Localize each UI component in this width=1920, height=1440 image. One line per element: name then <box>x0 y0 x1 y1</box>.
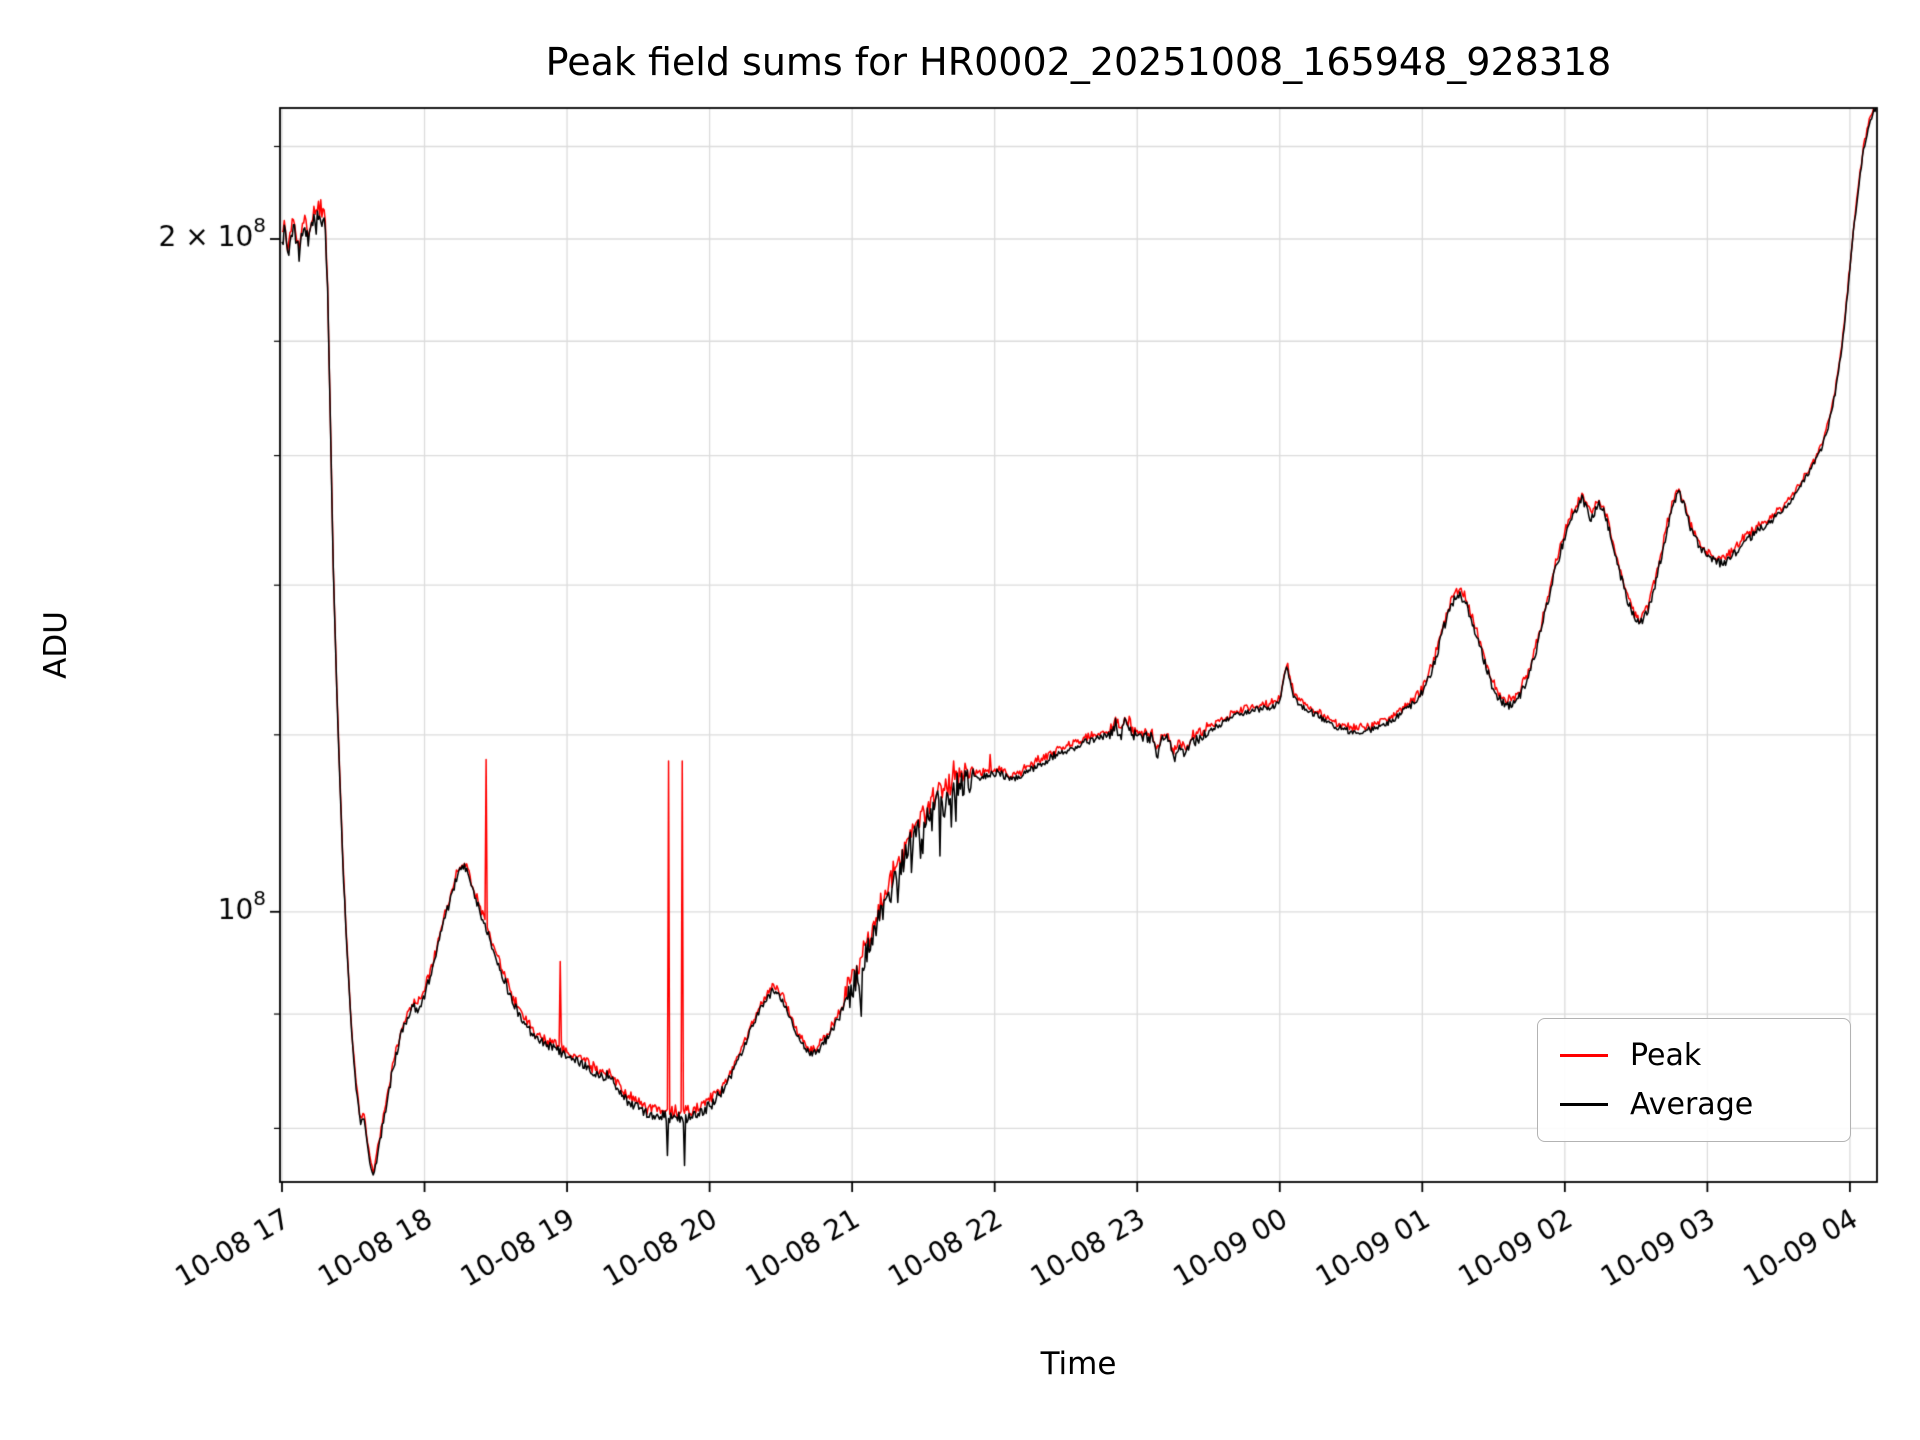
x-axis-label: Time <box>1040 1346 1117 1382</box>
legend-label-peak: Peak <box>1630 1038 1702 1074</box>
legend-entry-average: Average <box>1538 1087 1850 1122</box>
y-axis-label: ADU <box>38 611 74 679</box>
legend-label-average: Average <box>1630 1086 1754 1122</box>
legend-entry-peak: Peak <box>1538 1038 1850 1073</box>
legend: Peak Average <box>1537 1018 1851 1142</box>
chart-title: Peak field sums for HR0002_20251008_1659… <box>545 40 1612 84</box>
average-line-sample-icon <box>1560 1102 1608 1106</box>
peak-line-sample-icon <box>1560 1054 1608 1058</box>
